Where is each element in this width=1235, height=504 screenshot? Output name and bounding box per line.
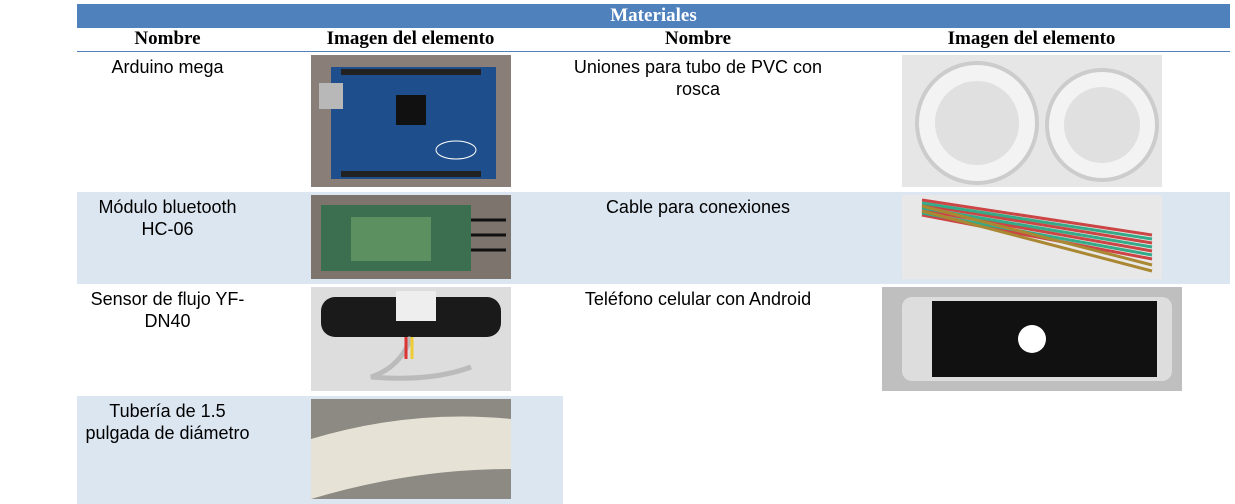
cell: Arduino mega bbox=[77, 51, 258, 192]
table-title: Materiales bbox=[77, 4, 1231, 28]
flow-sensor-photo bbox=[310, 287, 511, 391]
cell: Sensor de flujo YF-DN40 bbox=[77, 284, 258, 396]
cell: Uniones para tubo de PVC con rosca bbox=[563, 51, 833, 192]
header: Imagen del elemento bbox=[833, 28, 1231, 52]
arduino-photo bbox=[310, 55, 511, 187]
header: Nombre bbox=[563, 28, 833, 52]
materials-table: Materiales Nombre Imagen del elemento No… bbox=[77, 4, 1231, 504]
pvc-unions-photo bbox=[901, 55, 1162, 187]
cell: Módulo bluetooth HC-06 bbox=[77, 192, 258, 284]
cell: Cable para conexiones bbox=[563, 192, 833, 284]
cables-photo bbox=[901, 195, 1162, 279]
cell: Tubería de 1.5 pulgada de diámetro bbox=[77, 396, 258, 504]
phone-photo bbox=[881, 287, 1182, 391]
cell: Teléfono celular con Android bbox=[563, 284, 833, 396]
header: Nombre bbox=[77, 28, 258, 52]
pipe-photo bbox=[310, 399, 511, 499]
bluetooth-photo bbox=[310, 195, 511, 279]
header: Imagen del elemento bbox=[258, 28, 563, 52]
